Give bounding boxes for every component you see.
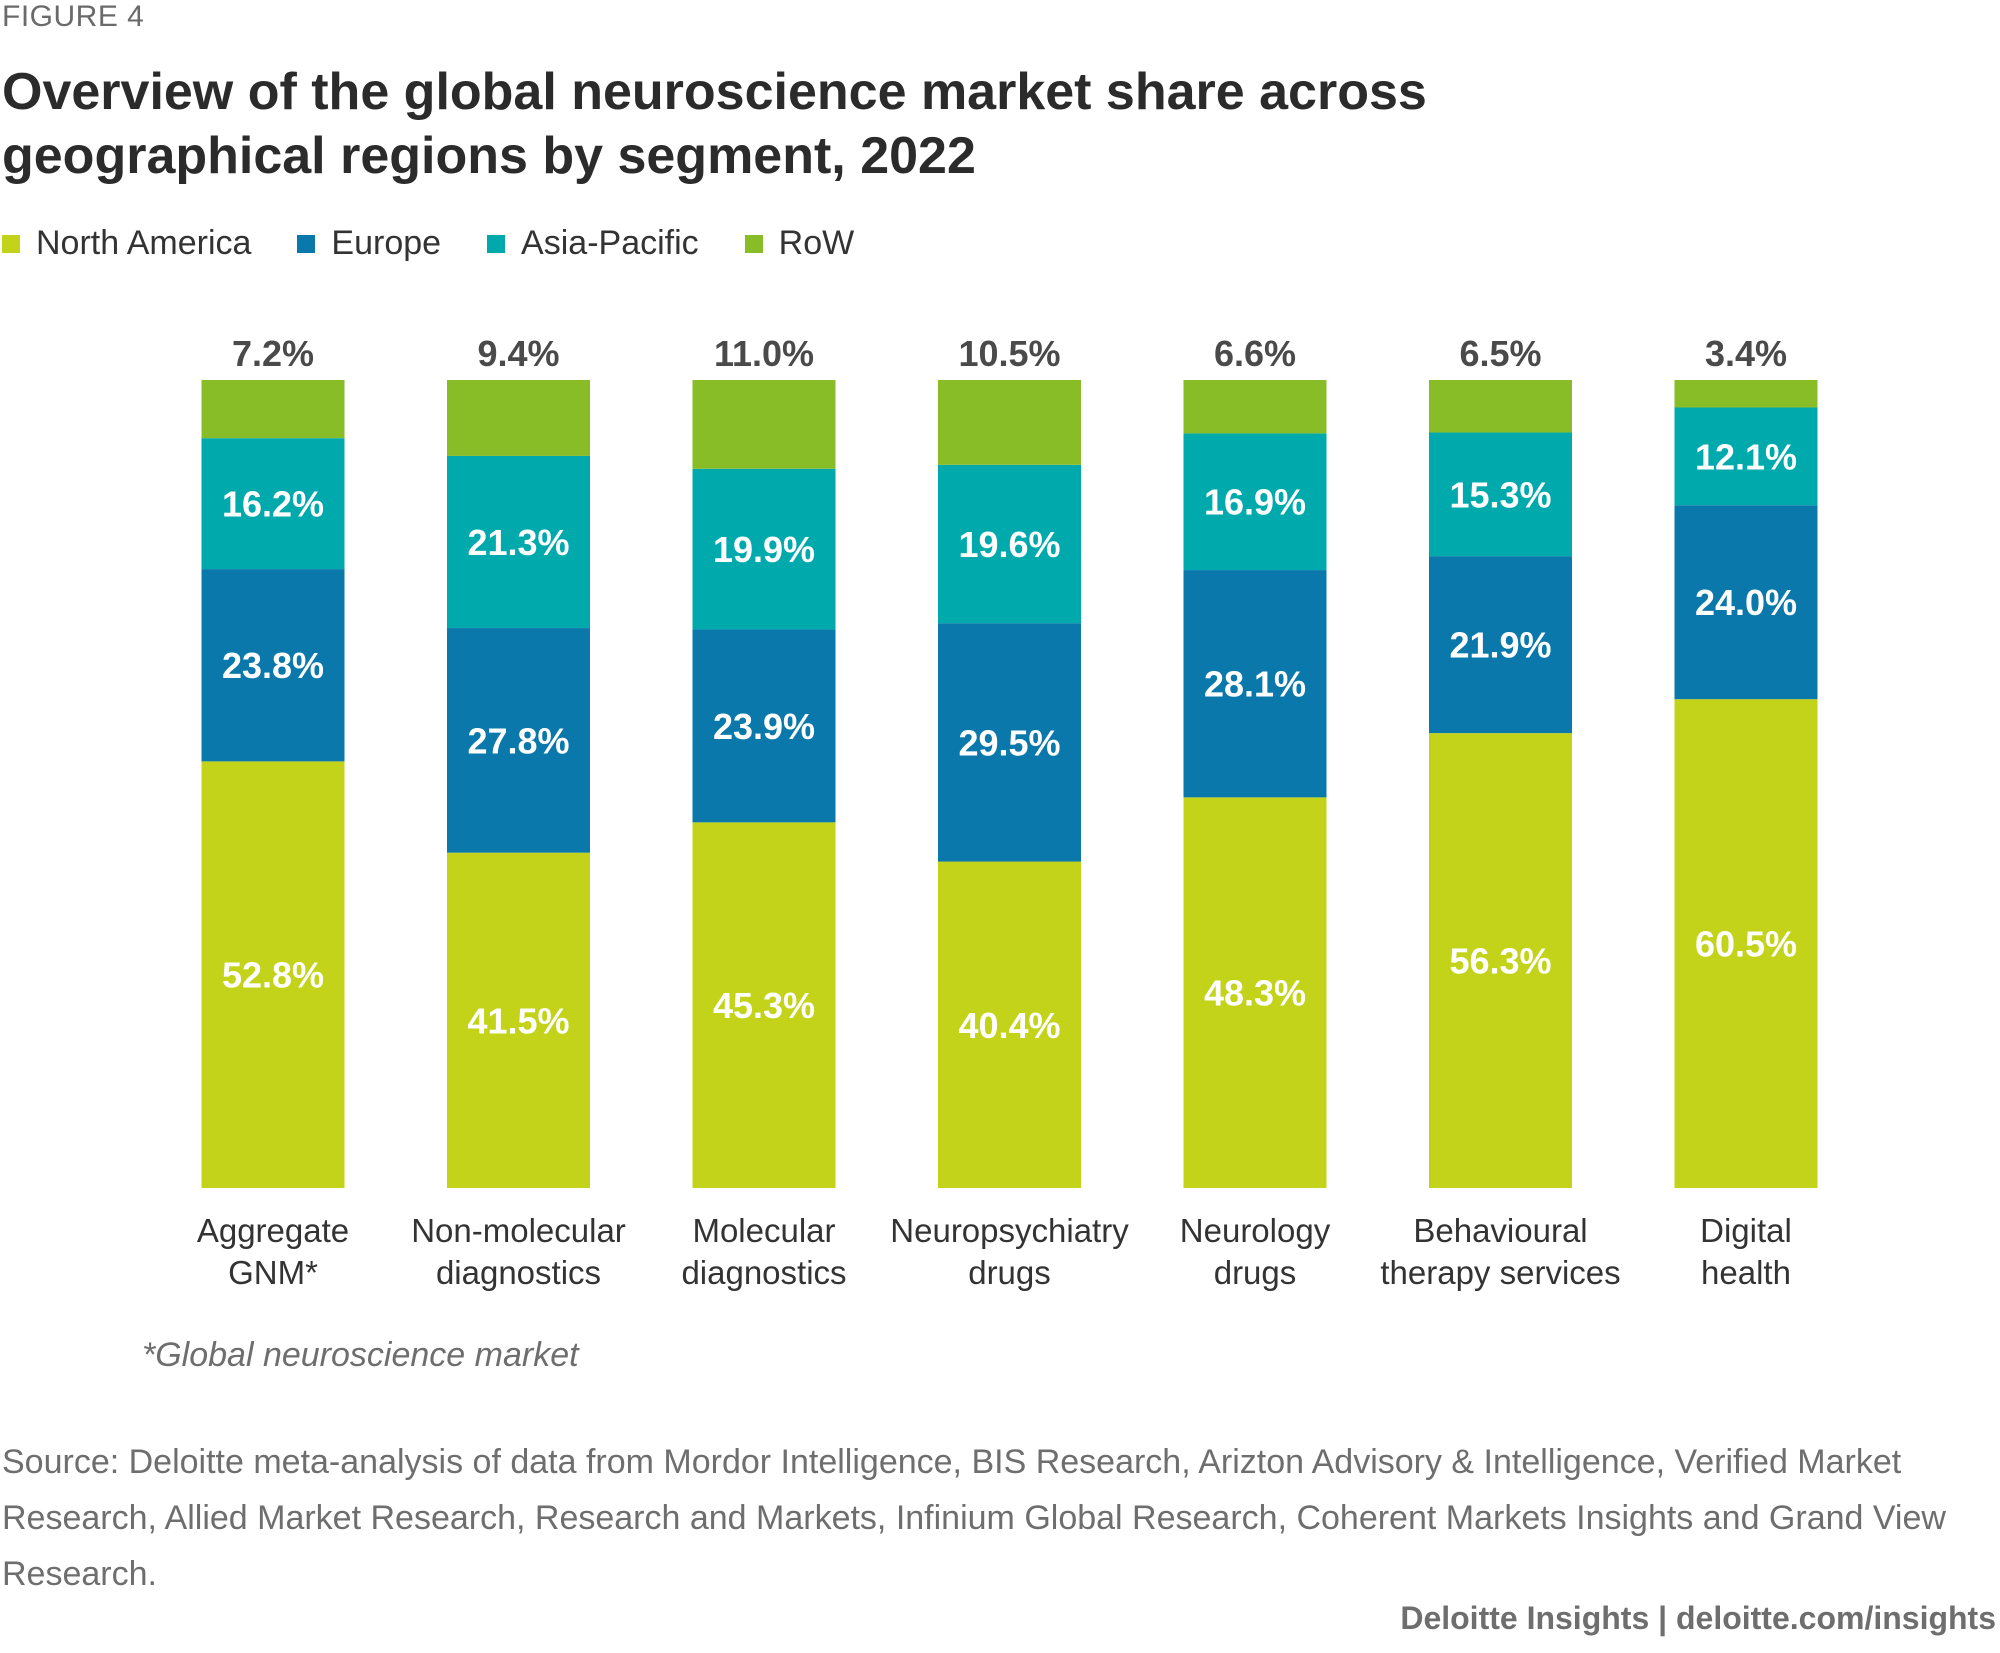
category-label: Neuropsychiatry drugs xyxy=(890,1212,1129,1291)
legend-swatch xyxy=(2,234,20,253)
category-label-line: diagnostics xyxy=(436,1254,601,1291)
bar-segment-north-america xyxy=(201,761,345,1188)
data-label: 19.9% xyxy=(713,529,815,570)
data-label: 21.3% xyxy=(467,522,569,563)
category-label-line: Digital xyxy=(1700,1212,1792,1249)
legend-label: RoW xyxy=(778,224,855,262)
category-label-line: drugs xyxy=(968,1254,1051,1291)
category-label-line: health xyxy=(1701,1254,1791,1291)
data-label: 52.8% xyxy=(222,955,324,996)
legend-label: North America xyxy=(36,224,252,262)
data-label: 16.9% xyxy=(1204,482,1306,523)
chart-title: Overview of the global neuroscience mark… xyxy=(2,63,1427,185)
footer-credit: Deloitte Insights | deloitte.com/insight… xyxy=(1400,1600,1996,1636)
data-label: 60.5% xyxy=(1695,924,1797,965)
bar-segment-asia-pacific xyxy=(201,438,345,570)
bar-segment-asia-pacific xyxy=(1183,433,1327,571)
data-label: 40.4% xyxy=(958,1005,1060,1046)
data-label: 11.0% xyxy=(714,333,814,374)
data-label: 48.3% xyxy=(1204,973,1306,1014)
legend: North America Europe Asia-Pacific RoW xyxy=(2,224,854,263)
category-label: Non-molecular diagnostics xyxy=(411,1212,626,1291)
bar-segment-north-america xyxy=(938,861,1081,1188)
bar-segment-asia-pacific xyxy=(692,468,836,630)
data-label: 23.8% xyxy=(222,645,324,686)
bar-segment-row xyxy=(201,380,345,439)
legend-swatch xyxy=(487,234,506,253)
data-label: 21.9% xyxy=(1449,625,1551,666)
legend-item-europe: Europe xyxy=(297,224,441,263)
figure-label: FIGURE 4 xyxy=(2,0,145,33)
legend-swatch xyxy=(744,234,763,253)
data-label: 23.9% xyxy=(713,706,815,747)
category-label-line: Neurology xyxy=(1180,1212,1331,1249)
data-label: 28.1% xyxy=(1204,664,1306,705)
legend-item-row: RoW xyxy=(744,224,855,263)
data-label: 29.5% xyxy=(958,722,1060,763)
category-label-line: Aggregate xyxy=(197,1212,349,1249)
bar-segment-north-america xyxy=(447,852,590,1188)
data-label: 16.2% xyxy=(222,484,324,525)
footnote: *Global neuroscience market xyxy=(142,1336,579,1374)
data-label: 24.0% xyxy=(1695,582,1797,623)
data-label: 56.3% xyxy=(1449,941,1551,982)
bar-segment-europe xyxy=(692,629,836,823)
category-label-line: Non-molecular xyxy=(411,1212,626,1249)
bar-segment-north-america xyxy=(1674,699,1818,1188)
bar-segment-row xyxy=(692,380,836,469)
data-label: 15.3% xyxy=(1449,474,1551,515)
data-label: 27.8% xyxy=(467,720,569,761)
bar-segment-north-america xyxy=(692,822,836,1188)
bar-segment-europe xyxy=(1183,570,1327,798)
legend-item-north-america: North America xyxy=(2,224,251,263)
bar-segment-asia-pacific xyxy=(1429,432,1572,557)
category-label-line: Behavioural xyxy=(1413,1212,1587,1249)
category-label-line: diagnostics xyxy=(681,1254,846,1291)
category-label-line: GNM* xyxy=(228,1254,318,1291)
bar-segment-north-america xyxy=(1183,797,1327,1188)
legend-swatch xyxy=(297,234,316,253)
data-label: 10.5% xyxy=(958,333,1060,374)
bar-segment-europe xyxy=(1429,556,1572,734)
category-label-line: Neuropsychiatry xyxy=(890,1212,1129,1249)
data-label: 41.5% xyxy=(467,1000,569,1041)
legend-label: Asia-Pacific xyxy=(521,224,699,262)
source-text: Source: Deloitte meta-analysis of data f… xyxy=(2,1443,1946,1593)
bar-segment-europe xyxy=(447,628,590,853)
legend-item-asia-pacific: Asia-Pacific xyxy=(487,224,699,263)
data-label: 19.6% xyxy=(958,524,1060,565)
bar-segment-europe xyxy=(201,569,345,762)
category-label: Behavioural therapy services xyxy=(1380,1212,1620,1291)
bar-segment-europe xyxy=(938,623,1081,862)
bar-segment-row xyxy=(1429,380,1572,433)
bar-segment-row xyxy=(938,380,1081,465)
data-label: 45.3% xyxy=(713,985,815,1026)
data-label: 6.5% xyxy=(1459,333,1541,374)
data-label: 9.4% xyxy=(477,333,559,374)
category-label: Digital health xyxy=(1700,1212,1792,1291)
category-label-line: therapy services xyxy=(1380,1254,1620,1291)
bar-segment-europe xyxy=(1674,505,1818,700)
legend-label: Europe xyxy=(331,224,442,262)
bar-segment-row xyxy=(1674,380,1818,408)
data-label: 12.1% xyxy=(1695,436,1797,477)
data-label: 3.4% xyxy=(1705,333,1787,374)
category-label-line: drugs xyxy=(1214,1254,1297,1291)
bar-segment-north-america xyxy=(1429,733,1572,1188)
bar-segment-asia-pacific xyxy=(447,455,590,629)
stacked-bar-chart: 52.8% 23.8% 16.2% 7.2% Aggregate GNM* 41.5% 27.… xyxy=(197,333,1818,1291)
category-label: Neurology drugs xyxy=(1180,1212,1331,1291)
bar-segment-row xyxy=(447,380,590,456)
data-label: 6.6% xyxy=(1214,333,1296,374)
bar-segment-asia-pacific xyxy=(938,464,1081,624)
category-label: Molecular diagnostics xyxy=(681,1212,846,1291)
category-label-line: Molecular xyxy=(692,1212,835,1249)
bar-segment-asia-pacific xyxy=(1674,407,1818,506)
data-label: 7.2% xyxy=(232,333,314,374)
category-label: Aggregate GNM* xyxy=(197,1212,349,1291)
bar-segment-row xyxy=(1183,380,1327,434)
